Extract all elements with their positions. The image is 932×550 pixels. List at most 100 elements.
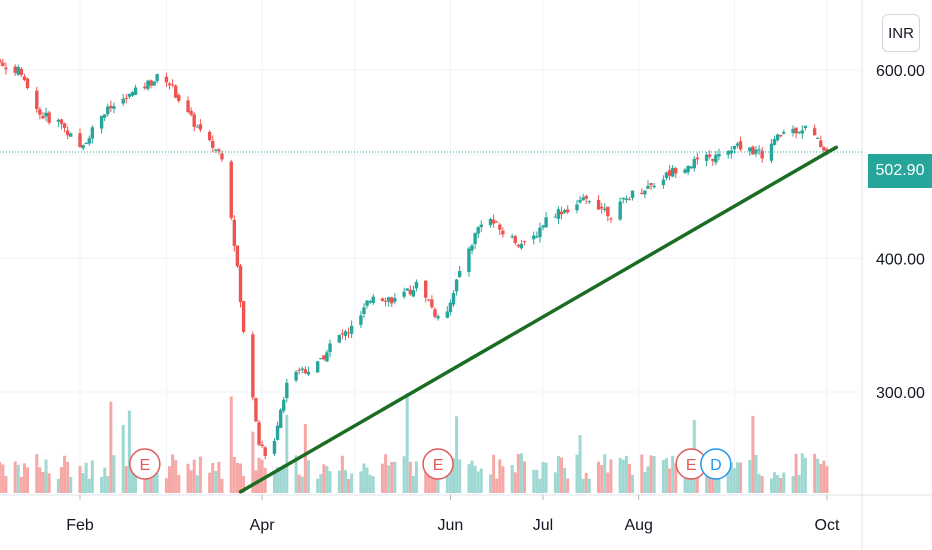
candle-body: [84, 143, 88, 145]
candle-body: [319, 358, 323, 360]
candle-body: [667, 170, 672, 176]
volume-bar: [726, 454, 730, 493]
candle-body: [278, 409, 283, 429]
candle-body: [606, 206, 610, 217]
event-label: D: [710, 457, 722, 474]
candle-body: [62, 123, 67, 128]
candle-body: [778, 134, 783, 137]
volume-bar: [174, 460, 178, 493]
candle-body: [343, 331, 348, 336]
candle-body: [689, 166, 693, 169]
candle-body: [386, 297, 391, 302]
volume-bar: [16, 464, 20, 493]
candle-body: [794, 127, 798, 134]
candle-body: [47, 112, 51, 123]
volume-bar: [328, 471, 332, 493]
candle-body: [152, 81, 156, 86]
volume-bar: [717, 478, 721, 493]
candle-body: [510, 236, 514, 238]
candle-body: [220, 153, 224, 160]
volume-bar: [359, 471, 363, 493]
volume-bar: [171, 454, 175, 493]
volume-bar: [121, 424, 125, 493]
volume-bar: [455, 416, 459, 493]
candle-body: [306, 371, 311, 375]
volume-bar: [476, 471, 480, 493]
candle-body: [44, 112, 48, 117]
candle-body: [603, 208, 607, 210]
candle-body: [538, 227, 542, 238]
volume-bar: [470, 460, 474, 493]
volume-bar: [732, 468, 736, 493]
volume-bar: [47, 473, 51, 493]
volume-bar: [1, 464, 5, 493]
volume-bar: [402, 456, 406, 493]
candle-body: [263, 447, 267, 456]
candle-body: [99, 115, 104, 129]
volume-bar: [19, 476, 23, 493]
candle-body: [476, 227, 480, 234]
candle-body: [748, 147, 752, 152]
volume-bar: [600, 465, 604, 493]
candle-body: [282, 399, 286, 411]
candle-body: [556, 209, 561, 219]
candle-body: [211, 140, 215, 148]
volume-bar: [556, 456, 560, 493]
candle-body: [173, 85, 178, 98]
candle-body: [275, 425, 280, 440]
candle-body: [362, 307, 366, 315]
candle-body: [816, 137, 820, 139]
currency-button[interactable]: INR: [882, 14, 920, 52]
candle-body: [575, 204, 579, 211]
volume-bar: [362, 463, 366, 493]
candle-body: [106, 106, 110, 115]
earnings-marker: [422, 448, 454, 480]
candle-body: [232, 219, 237, 246]
x-tick-label: Jun: [438, 517, 464, 534]
candle-body: [599, 206, 604, 209]
candle-body: [257, 422, 261, 445]
candle-body: [383, 300, 388, 302]
candle-body: [532, 235, 536, 240]
volume-bar: [674, 463, 678, 493]
candle-body: [812, 128, 817, 136]
volume-bar: [816, 458, 820, 493]
candle-body: [130, 92, 135, 96]
candle-body: [149, 80, 153, 86]
volume-bar: [66, 461, 70, 493]
candle-body: [402, 291, 406, 297]
candle-body: [711, 158, 715, 161]
candle-body: [229, 161, 233, 218]
volume-bar: [229, 396, 233, 493]
volume-bar: [452, 458, 455, 493]
volume-bar: [492, 454, 496, 493]
candle-body: [775, 134, 780, 141]
candle-body: [59, 119, 64, 124]
candle-body: [501, 230, 505, 235]
candle-body: [349, 325, 354, 334]
candle-body: [251, 334, 255, 398]
volume-bar: [535, 469, 539, 493]
candle-body: [544, 217, 548, 228]
volume-bar: [177, 474, 181, 493]
candle-body: [380, 298, 385, 301]
volume-bar: [192, 459, 196, 493]
candle-body: [155, 74, 159, 82]
volume-bar: [81, 473, 85, 493]
candle-body: [704, 154, 709, 161]
candle-body: [35, 90, 39, 110]
candle-body: [535, 236, 539, 238]
candle-body: [559, 211, 564, 215]
candle-body: [729, 150, 734, 154]
candle-body: [430, 299, 434, 308]
volume-bar: [458, 459, 462, 493]
volume-bar: [59, 467, 63, 493]
candle-body: [170, 84, 175, 86]
y-tick-label: 400.00: [876, 251, 925, 268]
candle-body: [621, 197, 625, 200]
volume-bar: [797, 475, 801, 493]
volume-bar: [44, 459, 48, 493]
candle-body: [519, 243, 524, 249]
volume-bar: [189, 470, 193, 493]
candle-body: [214, 149, 218, 151]
